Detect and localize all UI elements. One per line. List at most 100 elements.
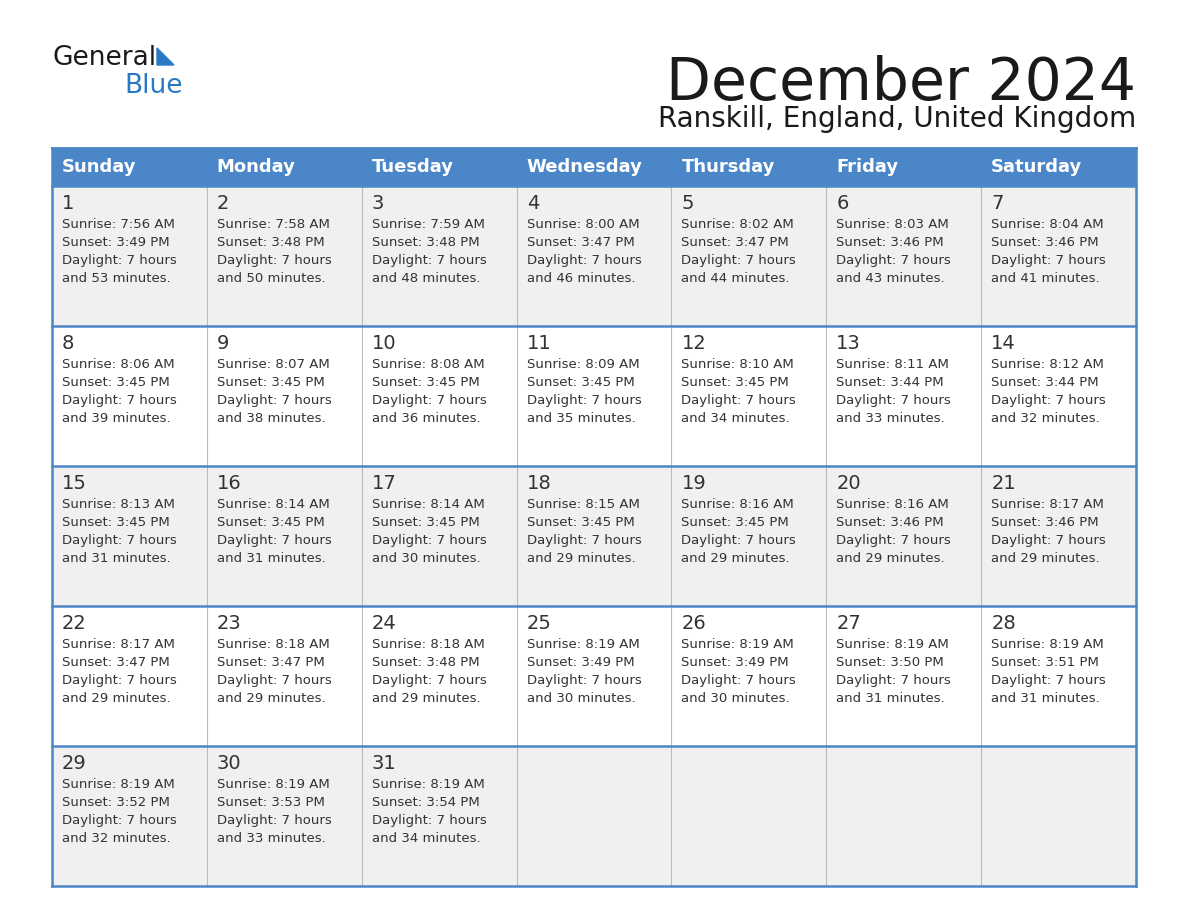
Text: and 29 minutes.: and 29 minutes.: [682, 552, 790, 565]
Text: Daylight: 7 hours: Daylight: 7 hours: [526, 534, 642, 547]
Text: and 44 minutes.: and 44 minutes.: [682, 272, 790, 285]
Text: Sunrise: 8:18 AM: Sunrise: 8:18 AM: [372, 638, 485, 651]
Bar: [517, 148, 671, 186]
Text: 29: 29: [62, 754, 87, 773]
Text: 7: 7: [991, 194, 1004, 213]
Text: Sunset: 3:46 PM: Sunset: 3:46 PM: [991, 236, 1099, 249]
Text: 18: 18: [526, 474, 551, 493]
Bar: [981, 606, 1136, 746]
Bar: [207, 326, 361, 466]
Text: Daylight: 7 hours: Daylight: 7 hours: [526, 254, 642, 267]
Text: Sunset: 3:45 PM: Sunset: 3:45 PM: [372, 376, 480, 389]
Bar: [52, 186, 207, 326]
Text: Sunset: 3:47 PM: Sunset: 3:47 PM: [217, 656, 324, 669]
Bar: [52, 326, 207, 466]
Text: 31: 31: [372, 754, 397, 773]
Text: Daylight: 7 hours: Daylight: 7 hours: [526, 394, 642, 407]
Text: Sunrise: 8:19 AM: Sunrise: 8:19 AM: [62, 778, 175, 791]
Text: 22: 22: [62, 614, 87, 633]
Text: Sunday: Sunday: [62, 158, 137, 176]
Text: Sunrise: 8:19 AM: Sunrise: 8:19 AM: [836, 638, 949, 651]
Text: and 33 minutes.: and 33 minutes.: [217, 832, 326, 845]
Text: Daylight: 7 hours: Daylight: 7 hours: [836, 254, 952, 267]
Text: 30: 30: [217, 754, 241, 773]
Text: Sunrise: 8:18 AM: Sunrise: 8:18 AM: [217, 638, 329, 651]
Text: Sunset: 3:45 PM: Sunset: 3:45 PM: [217, 376, 324, 389]
Text: and 31 minutes.: and 31 minutes.: [991, 692, 1100, 705]
Bar: [517, 606, 671, 746]
Bar: [981, 466, 1136, 606]
Bar: [52, 606, 207, 746]
Text: 4: 4: [526, 194, 539, 213]
Text: Daylight: 7 hours: Daylight: 7 hours: [991, 254, 1106, 267]
Text: Daylight: 7 hours: Daylight: 7 hours: [217, 674, 331, 687]
Text: Daylight: 7 hours: Daylight: 7 hours: [217, 394, 331, 407]
Text: Sunrise: 8:14 AM: Sunrise: 8:14 AM: [372, 498, 485, 511]
Text: 8: 8: [62, 334, 75, 353]
Text: and 34 minutes.: and 34 minutes.: [372, 832, 480, 845]
Bar: [207, 466, 361, 606]
Text: and 29 minutes.: and 29 minutes.: [372, 692, 480, 705]
Bar: [207, 186, 361, 326]
Text: 15: 15: [62, 474, 87, 493]
Text: Sunset: 3:51 PM: Sunset: 3:51 PM: [991, 656, 1099, 669]
Bar: [517, 326, 671, 466]
Text: Daylight: 7 hours: Daylight: 7 hours: [682, 394, 796, 407]
Text: Daylight: 7 hours: Daylight: 7 hours: [372, 534, 486, 547]
Text: 10: 10: [372, 334, 397, 353]
Text: Daylight: 7 hours: Daylight: 7 hours: [372, 394, 486, 407]
Bar: [671, 606, 827, 746]
Text: Sunrise: 8:19 AM: Sunrise: 8:19 AM: [217, 778, 329, 791]
Text: Sunrise: 8:11 AM: Sunrise: 8:11 AM: [836, 358, 949, 371]
Text: Saturday: Saturday: [991, 158, 1082, 176]
Text: Sunset: 3:45 PM: Sunset: 3:45 PM: [62, 376, 170, 389]
Text: and 36 minutes.: and 36 minutes.: [372, 412, 480, 425]
Text: Daylight: 7 hours: Daylight: 7 hours: [62, 394, 177, 407]
Text: Sunset: 3:50 PM: Sunset: 3:50 PM: [836, 656, 944, 669]
Text: Sunset: 3:49 PM: Sunset: 3:49 PM: [682, 656, 789, 669]
Bar: [52, 466, 207, 606]
Text: Sunrise: 8:19 AM: Sunrise: 8:19 AM: [372, 778, 485, 791]
Bar: [517, 746, 671, 886]
Text: 5: 5: [682, 194, 694, 213]
Text: Sunrise: 8:13 AM: Sunrise: 8:13 AM: [62, 498, 175, 511]
Bar: [517, 466, 671, 606]
Bar: [827, 148, 981, 186]
Bar: [361, 466, 517, 606]
Text: Daylight: 7 hours: Daylight: 7 hours: [836, 674, 952, 687]
Text: and 46 minutes.: and 46 minutes.: [526, 272, 636, 285]
Bar: [671, 466, 827, 606]
Text: Daylight: 7 hours: Daylight: 7 hours: [836, 394, 952, 407]
Text: 9: 9: [217, 334, 229, 353]
Text: Sunset: 3:45 PM: Sunset: 3:45 PM: [682, 376, 789, 389]
Text: 26: 26: [682, 614, 706, 633]
Text: Daylight: 7 hours: Daylight: 7 hours: [991, 394, 1106, 407]
Text: 27: 27: [836, 614, 861, 633]
Text: Sunset: 3:45 PM: Sunset: 3:45 PM: [372, 516, 480, 529]
Text: and 33 minutes.: and 33 minutes.: [836, 412, 944, 425]
Bar: [827, 606, 981, 746]
Text: and 29 minutes.: and 29 minutes.: [62, 692, 171, 705]
Text: Daylight: 7 hours: Daylight: 7 hours: [372, 674, 486, 687]
Polygon shape: [157, 48, 173, 65]
Text: Sunrise: 8:17 AM: Sunrise: 8:17 AM: [991, 498, 1104, 511]
Text: Daylight: 7 hours: Daylight: 7 hours: [372, 814, 486, 827]
Text: Daylight: 7 hours: Daylight: 7 hours: [62, 814, 177, 827]
Text: Sunrise: 8:19 AM: Sunrise: 8:19 AM: [682, 638, 795, 651]
Text: and 50 minutes.: and 50 minutes.: [217, 272, 326, 285]
Text: Daylight: 7 hours: Daylight: 7 hours: [62, 254, 177, 267]
Text: Sunset: 3:47 PM: Sunset: 3:47 PM: [526, 236, 634, 249]
Text: Daylight: 7 hours: Daylight: 7 hours: [991, 674, 1106, 687]
Text: 12: 12: [682, 334, 706, 353]
Text: Sunrise: 8:15 AM: Sunrise: 8:15 AM: [526, 498, 639, 511]
Text: Sunset: 3:45 PM: Sunset: 3:45 PM: [62, 516, 170, 529]
Text: Sunset: 3:47 PM: Sunset: 3:47 PM: [62, 656, 170, 669]
Text: Sunset: 3:45 PM: Sunset: 3:45 PM: [682, 516, 789, 529]
Text: Sunrise: 8:02 AM: Sunrise: 8:02 AM: [682, 218, 795, 231]
Text: 25: 25: [526, 614, 551, 633]
Text: Sunrise: 8:08 AM: Sunrise: 8:08 AM: [372, 358, 485, 371]
Text: 11: 11: [526, 334, 551, 353]
Text: and 31 minutes.: and 31 minutes.: [217, 552, 326, 565]
Text: and 30 minutes.: and 30 minutes.: [372, 552, 480, 565]
Text: and 43 minutes.: and 43 minutes.: [836, 272, 944, 285]
